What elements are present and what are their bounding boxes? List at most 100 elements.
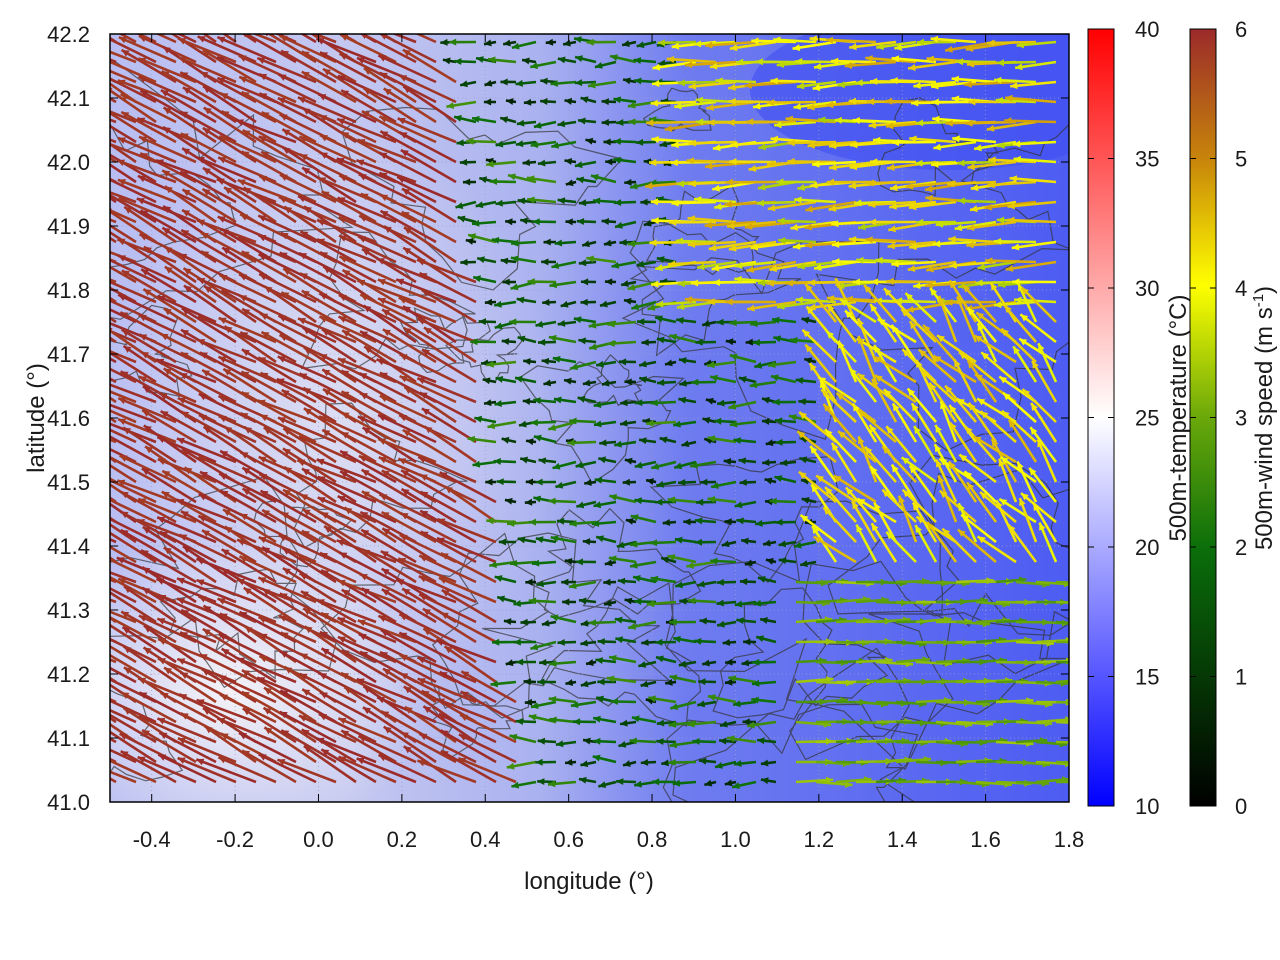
wind-vector [949, 260, 997, 269]
wind-vector [975, 279, 1017, 287]
wind-vector-head [123, 586, 132, 594]
wind-vector-head [707, 119, 715, 127]
wind-vector-shaft [891, 260, 937, 266]
wind-vector-shaft [301, 166, 357, 204]
wind-vector [1003, 304, 1037, 343]
wind-vector-head [339, 552, 348, 559]
wind-vector-shaft [137, 75, 197, 104]
wind-vector [180, 328, 237, 364]
wind-vector-head [531, 559, 540, 567]
wind-vector [769, 260, 817, 272]
wind-vector-head [99, 57, 107, 63]
wind-vector-head [826, 178, 835, 186]
wind-vector-head [622, 478, 630, 486]
wind-vector-head [1007, 216, 1015, 224]
wind-vector-shaft [259, 413, 317, 444]
wind-vector-head [457, 215, 466, 223]
wind-vector [734, 600, 757, 608]
wind-vector-head [1019, 338, 1028, 346]
wind-vector-head [998, 281, 1006, 289]
wind-vector [599, 439, 617, 447]
wind-vector [176, 498, 237, 524]
wind-vector-shaft [139, 209, 197, 244]
wind-vector [1007, 419, 1038, 463]
wind-vector [568, 580, 597, 590]
wind-vector-head [601, 218, 610, 225]
wind-vector [856, 497, 897, 524]
wind-vector-shaft [966, 220, 1017, 230]
wind-vector-head [1016, 41, 1025, 49]
wind-vector [941, 527, 977, 563]
wind-vector-head [403, 247, 412, 255]
wind-vector-head [299, 373, 308, 380]
wind-vector-head [360, 511, 369, 519]
wind-vector-head [632, 575, 641, 582]
wind-vector [761, 418, 777, 425]
wind-vector-head [997, 141, 1005, 149]
wind-vector [747, 300, 797, 312]
wind-vector-head [487, 56, 496, 64]
wind-vector-head [651, 217, 659, 225]
wind-vector-head [913, 282, 921, 290]
wind-vector-head [78, 317, 86, 323]
wind-vector-head [283, 268, 292, 276]
wind-vector [511, 40, 537, 50]
wind-vector-shaft [110, 522, 137, 544]
wind-vector-head [540, 77, 548, 85]
wind-vector-shaft [241, 34, 257, 44]
wind-vector-head [99, 15, 107, 21]
wind-vector [995, 499, 1018, 543]
wind-vector-shaft [119, 510, 177, 544]
wind-vector-shaft [140, 549, 197, 584]
wind-vector-shaft [1020, 286, 1057, 323]
wind-vector [594, 60, 617, 69]
wind-vector-head [220, 93, 229, 100]
wind-vector-head [811, 484, 819, 493]
wind-vector [377, 278, 437, 304]
wind-vector-head [177, 658, 186, 665]
wind-vector [634, 460, 657, 469]
wind-vector [110, 178, 157, 204]
wind-vector-shaft [317, 475, 377, 504]
wind-vector-shaft [439, 670, 497, 704]
wind-vector-shaft [137, 497, 197, 524]
wind-vector-head [948, 235, 956, 243]
wind-vector-head [494, 400, 502, 408]
wind-vector-shaft [122, 645, 177, 684]
wind-vector [1001, 409, 1037, 443]
wind-vector-shaft [857, 435, 878, 483]
wind-vector-head [100, 555, 108, 561]
wind-vector-head [870, 77, 878, 85]
wind-vector-head [911, 403, 919, 412]
wind-vector-head [868, 121, 877, 129]
wind-vector-shaft [915, 515, 957, 544]
wind-vector-head [363, 68, 372, 75]
wind-vector-head [217, 77, 226, 84]
wind-vector [722, 639, 737, 646]
wind-vector-head [930, 35, 939, 43]
wind-vector [716, 599, 737, 607]
wind-vector [932, 354, 977, 384]
wind-vector-head [160, 411, 169, 418]
wind-vector [865, 55, 917, 64]
wind-vector [675, 580, 697, 589]
wind-vector [745, 118, 797, 126]
wind-vector [696, 580, 717, 588]
wind-vector [418, 554, 477, 584]
wind-vector [669, 674, 697, 684]
wind-vector [219, 489, 277, 524]
wind-vector-shaft [261, 508, 317, 544]
wind-vector-head [118, 197, 127, 205]
wind-vector [1007, 200, 1057, 210]
wind-vector [179, 371, 237, 404]
wind-vector-head [341, 391, 350, 399]
wind-vector [239, 331, 297, 364]
wind-vector-head [118, 397, 127, 405]
wind-vector-head [908, 203, 917, 211]
wind-vector [834, 277, 858, 323]
wind-vector-head [97, 139, 105, 145]
wind-vector [707, 496, 737, 504]
wind-vector-head [711, 482, 719, 489]
wind-vector [616, 540, 637, 549]
wind-vector-shaft [163, 546, 217, 584]
